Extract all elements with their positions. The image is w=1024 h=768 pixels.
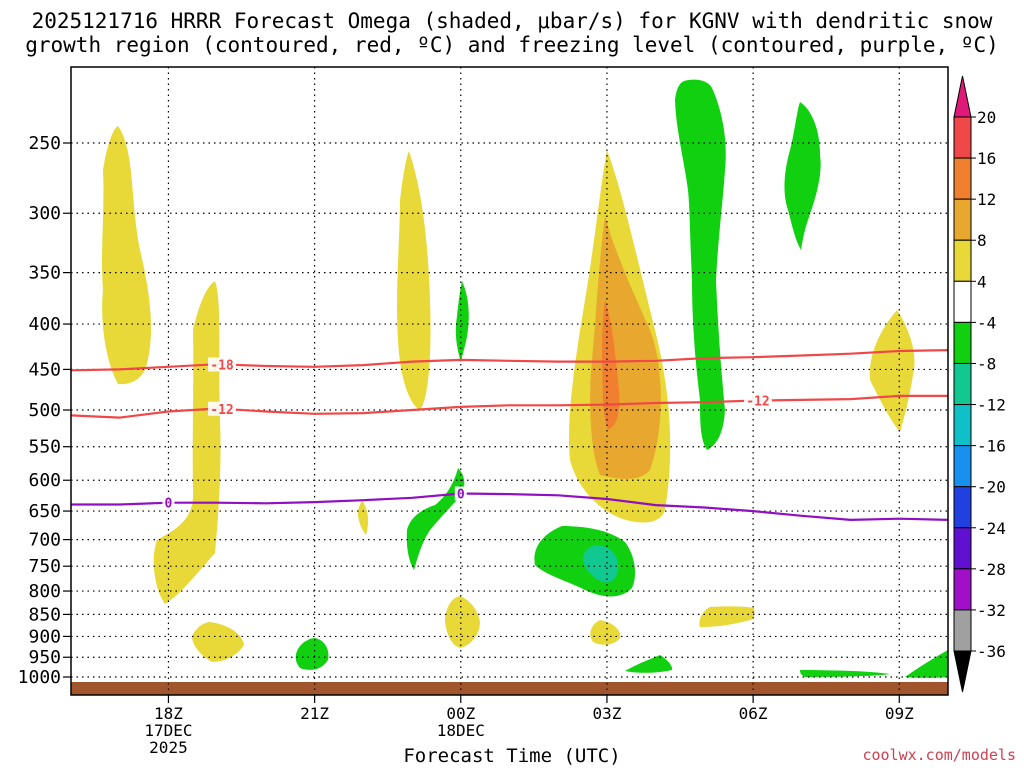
colorbar-label: -32 xyxy=(977,601,1006,620)
y-tick-label: 800 xyxy=(28,581,61,602)
omega-region-yellow xyxy=(590,620,621,645)
colorbar-label: 8 xyxy=(977,231,987,250)
x-tick-label: 18Z xyxy=(154,704,183,723)
colorbar-label: -12 xyxy=(977,396,1006,415)
contour-label-bg xyxy=(208,401,237,416)
x-tick-label: 00Z xyxy=(446,704,475,723)
colorbar-swatch xyxy=(953,321,972,364)
omega-region-yellow xyxy=(869,310,915,432)
colorbar: 20 16 12 8 4 -4 -8 -12 -16 -20 -24 -28 -32 -36 xyxy=(953,75,1006,693)
colorbar-label: -16 xyxy=(977,437,1006,456)
y-tick-label: 550 xyxy=(28,437,61,458)
colorbar-swatch xyxy=(953,116,972,159)
colorbar-swatch xyxy=(953,239,972,282)
colorbar-label: -20 xyxy=(977,478,1006,497)
omega-region-green xyxy=(800,670,890,677)
x-tick-year: 2025 xyxy=(149,738,188,757)
omega-region-yellow xyxy=(397,151,431,410)
y-tick-label: 300 xyxy=(28,203,61,224)
omega-region-green xyxy=(406,468,465,570)
chart-title-line-1: 2025121716 HRRR Forecast Omega (shaded, … xyxy=(31,9,993,33)
colorbar-label: 16 xyxy=(977,149,996,168)
y-tick-label: 450 xyxy=(28,359,61,380)
omega-region-green xyxy=(625,655,673,673)
colorbar-label: -8 xyxy=(977,354,996,373)
contour-label--12: -12 xyxy=(210,403,233,418)
colorbar-swatch xyxy=(953,157,972,200)
omega-region-green xyxy=(905,650,948,678)
contour-label-0: 0 xyxy=(457,487,465,502)
contour-line-0 xyxy=(71,492,949,522)
contour-label-bg xyxy=(208,357,237,372)
x-tick-date: 18DEC xyxy=(437,721,485,740)
y-tick-label: 400 xyxy=(28,314,61,335)
omega-region-yellow xyxy=(192,622,244,662)
omega-region-yellow xyxy=(699,606,755,627)
contour-lines: -18 -12 -12 0 0 xyxy=(70,349,949,522)
plot-frame xyxy=(70,66,949,696)
credit-link[interactable]: coolwx.com/models xyxy=(862,746,1016,764)
omega-region-yellow xyxy=(357,500,369,535)
contour-label--12: -12 xyxy=(746,395,769,410)
y-tick-label: 250 xyxy=(28,133,61,154)
gridlines xyxy=(71,67,948,695)
colorbar-label: 12 xyxy=(977,190,996,209)
colorbar-swatch xyxy=(953,198,972,241)
colorbar-label: -36 xyxy=(977,642,1006,661)
colorbar-swatch xyxy=(953,445,972,488)
y-tick-label: 650 xyxy=(28,501,61,522)
surface-ground xyxy=(71,682,948,695)
y-tick-label: 750 xyxy=(28,556,61,577)
contour-label--18: -18 xyxy=(210,358,234,373)
omega-region-yellow xyxy=(445,596,480,648)
contour-label-bg xyxy=(743,393,772,408)
x-tick-label: 09Z xyxy=(885,704,914,723)
y-tick-label: 700 xyxy=(28,530,61,551)
contour-label-bg xyxy=(162,495,175,510)
omega-region-green xyxy=(455,281,469,363)
omega-region-yellow xyxy=(153,281,221,604)
colorbar-label: -24 xyxy=(977,519,1006,538)
colorbar-arrow-top xyxy=(953,75,972,118)
omega-shading xyxy=(102,79,948,678)
y-tick-label: 1000 xyxy=(18,667,61,688)
omega-region-green xyxy=(295,638,329,670)
colorbar-label: 4 xyxy=(977,272,987,291)
omega-region-teal xyxy=(583,545,619,583)
colorbar-swatch xyxy=(953,280,972,323)
colorbar-swatch xyxy=(953,609,972,652)
colorbar-label: -4 xyxy=(977,313,996,332)
x-tick-label: 21Z xyxy=(300,704,329,723)
chart-title-line-2: growth region (contoured, red, ºC) and f… xyxy=(25,33,999,57)
colorbar-swatch xyxy=(953,486,972,529)
x-tick-label: 06Z xyxy=(739,704,768,723)
y-tick-label: 850 xyxy=(28,604,61,625)
colorbar-swatch xyxy=(953,527,972,570)
y-tick-label: 600 xyxy=(28,470,61,491)
omega-region-yellow xyxy=(102,126,152,385)
omega-region-green xyxy=(784,102,821,250)
x-tick-date: 17DEC xyxy=(144,721,192,740)
y-tick-label: 900 xyxy=(28,626,61,647)
colorbar-label: 20 xyxy=(977,108,996,127)
omega-region-green xyxy=(675,79,726,451)
x-tick-label: 03Z xyxy=(592,704,621,723)
colorbar-label: -28 xyxy=(977,560,1006,579)
y-tick-label: 950 xyxy=(28,647,61,668)
colorbar-swatch xyxy=(953,568,972,611)
colorbar-swatch xyxy=(953,362,972,406)
colorbar-arrow-bottom xyxy=(953,650,972,693)
contour-label-bg xyxy=(454,486,467,501)
colorbar-swatch xyxy=(953,404,972,447)
y-tick-label: 350 xyxy=(28,263,61,284)
y-axis-ticks: 2503003504004505005506006507007508008509… xyxy=(18,133,71,688)
x-axis-label: Forecast Time (UTC) xyxy=(403,745,621,767)
y-tick-label: 500 xyxy=(28,400,61,421)
contour-label-0: 0 xyxy=(165,497,173,512)
